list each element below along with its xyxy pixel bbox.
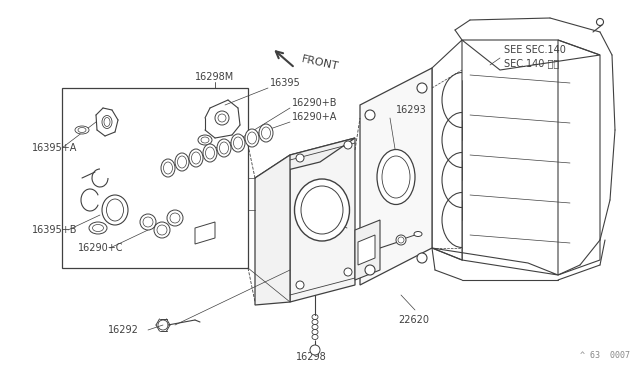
Ellipse shape <box>203 144 217 162</box>
Text: 16298M: 16298M <box>195 72 234 82</box>
Circle shape <box>296 154 304 162</box>
Ellipse shape <box>414 231 422 237</box>
Circle shape <box>154 222 170 238</box>
Ellipse shape <box>175 153 189 171</box>
Polygon shape <box>355 220 380 280</box>
Polygon shape <box>255 138 355 178</box>
Circle shape <box>417 83 427 93</box>
Text: 16395+B: 16395+B <box>32 225 77 235</box>
Ellipse shape <box>259 124 273 142</box>
Circle shape <box>140 214 156 230</box>
Polygon shape <box>195 222 215 244</box>
Ellipse shape <box>377 150 415 205</box>
Text: ^ 63  0007: ^ 63 0007 <box>580 351 630 360</box>
Circle shape <box>396 235 406 245</box>
Text: SEC.140 参照: SEC.140 参照 <box>504 58 559 68</box>
Text: FRONT: FRONT <box>300 54 339 72</box>
Circle shape <box>365 110 375 120</box>
Polygon shape <box>290 138 355 302</box>
Ellipse shape <box>245 129 259 147</box>
Text: 16290+A: 16290+A <box>292 112 337 122</box>
Circle shape <box>365 265 375 275</box>
Ellipse shape <box>189 149 203 167</box>
Ellipse shape <box>89 222 107 234</box>
Text: 22620: 22620 <box>398 315 429 325</box>
Circle shape <box>310 345 320 355</box>
Circle shape <box>344 268 352 276</box>
Text: SEE SEC.140: SEE SEC.140 <box>504 45 566 55</box>
Circle shape <box>398 237 404 243</box>
Circle shape <box>215 111 229 125</box>
Text: 16292: 16292 <box>108 325 139 335</box>
Text: 16395: 16395 <box>270 78 301 88</box>
Text: 16290+B: 16290+B <box>292 98 337 108</box>
Text: 16395+A: 16395+A <box>32 143 77 153</box>
Ellipse shape <box>75 126 89 134</box>
Ellipse shape <box>161 159 175 177</box>
Text: 16290+C: 16290+C <box>78 243 124 253</box>
Circle shape <box>296 281 304 289</box>
Ellipse shape <box>294 179 349 241</box>
Text: 16293: 16293 <box>396 105 427 115</box>
Circle shape <box>417 253 427 263</box>
Circle shape <box>344 141 352 149</box>
Ellipse shape <box>231 134 245 152</box>
Ellipse shape <box>102 115 112 128</box>
Text: 16298: 16298 <box>296 352 327 362</box>
Polygon shape <box>358 235 375 265</box>
Ellipse shape <box>102 195 128 225</box>
Polygon shape <box>255 155 290 305</box>
Polygon shape <box>360 68 432 285</box>
Ellipse shape <box>198 135 212 145</box>
Circle shape <box>167 210 183 226</box>
Ellipse shape <box>217 139 231 157</box>
